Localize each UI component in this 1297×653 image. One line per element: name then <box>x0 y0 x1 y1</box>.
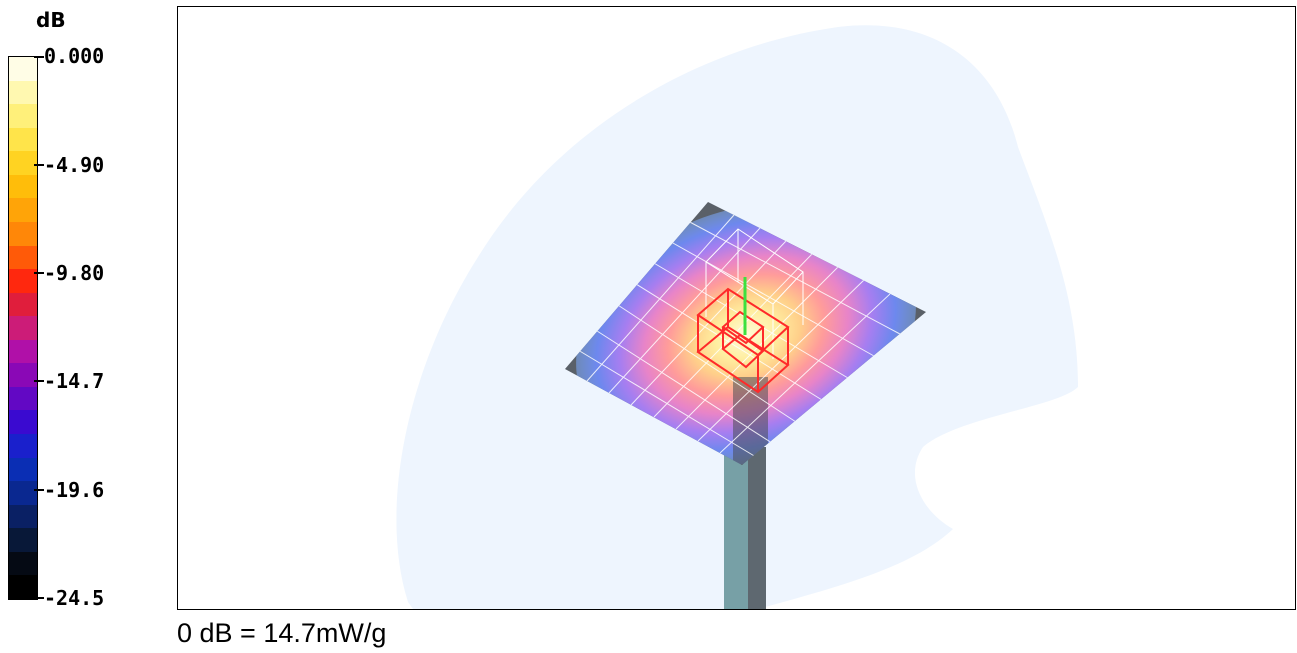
color-scale-swatch <box>9 221 37 246</box>
color-scale-swatch <box>9 80 37 105</box>
phantom-post <box>724 447 748 609</box>
color-scale-swatch <box>9 127 37 152</box>
tick-label-4: -19.6 <box>44 478 105 502</box>
color-scale-swatch <box>9 151 37 175</box>
color-scale-bar <box>8 56 38 600</box>
antenna-outline <box>696 287 790 394</box>
tick-mark <box>34 380 44 382</box>
sar-distribution-view[interactable] <box>177 6 1296 610</box>
color-scale-swatch <box>9 245 37 270</box>
color-scale-swatch <box>9 363 37 387</box>
color-scale-swatch <box>9 434 37 458</box>
color-scale-swatch <box>9 316 37 340</box>
legend-unit-label: dB <box>36 8 66 32</box>
color-scale-swatch <box>9 551 37 576</box>
tick-mark <box>34 164 44 166</box>
color-scale-swatch <box>9 198 37 222</box>
phantom-post-shadow <box>748 447 766 609</box>
tick-label-3: -14.7 <box>44 369 105 393</box>
color-scale-swatch <box>9 575 37 599</box>
tick-label-1: -4.90 <box>44 153 105 177</box>
color-scale-swatch <box>9 269 37 293</box>
color-scale-swatch <box>9 292 37 317</box>
tick-mark <box>34 597 44 599</box>
reference-caption: 0 dB = 14.7mW/g <box>177 618 387 648</box>
color-scale-swatch <box>9 504 37 529</box>
sar-scene-svg <box>396 25 1079 609</box>
plate-grid <box>572 214 901 458</box>
color-scale-swatch <box>9 528 37 552</box>
tick-label-5: -24.5 <box>44 586 105 610</box>
tick-mark <box>34 489 44 491</box>
color-scale-swatch <box>9 410 37 434</box>
color-scale-swatch <box>9 104 37 128</box>
tick-mark <box>34 272 44 274</box>
color-scale-swatch <box>9 457 37 482</box>
color-scale-swatch <box>9 174 37 199</box>
color-scale-swatch <box>9 57 37 81</box>
color-scale-swatch <box>9 481 37 505</box>
tick-label-0: 0.000 <box>44 44 105 68</box>
color-scale-swatch <box>9 386 37 411</box>
tick-mark <box>34 56 44 58</box>
color-scale-swatch <box>9 339 37 364</box>
tick-label-2: -9.80 <box>44 261 105 285</box>
